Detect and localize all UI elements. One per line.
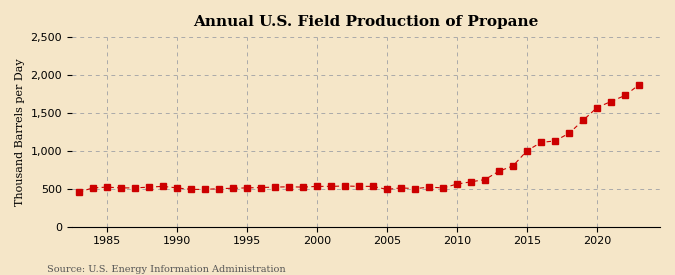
Y-axis label: Thousand Barrels per Day: Thousand Barrels per Day bbox=[15, 58, 25, 206]
Text: Source: U.S. Energy Information Administration: Source: U.S. Energy Information Administ… bbox=[47, 265, 286, 274]
Title: Annual U.S. Field Production of Propane: Annual U.S. Field Production of Propane bbox=[193, 15, 539, 29]
